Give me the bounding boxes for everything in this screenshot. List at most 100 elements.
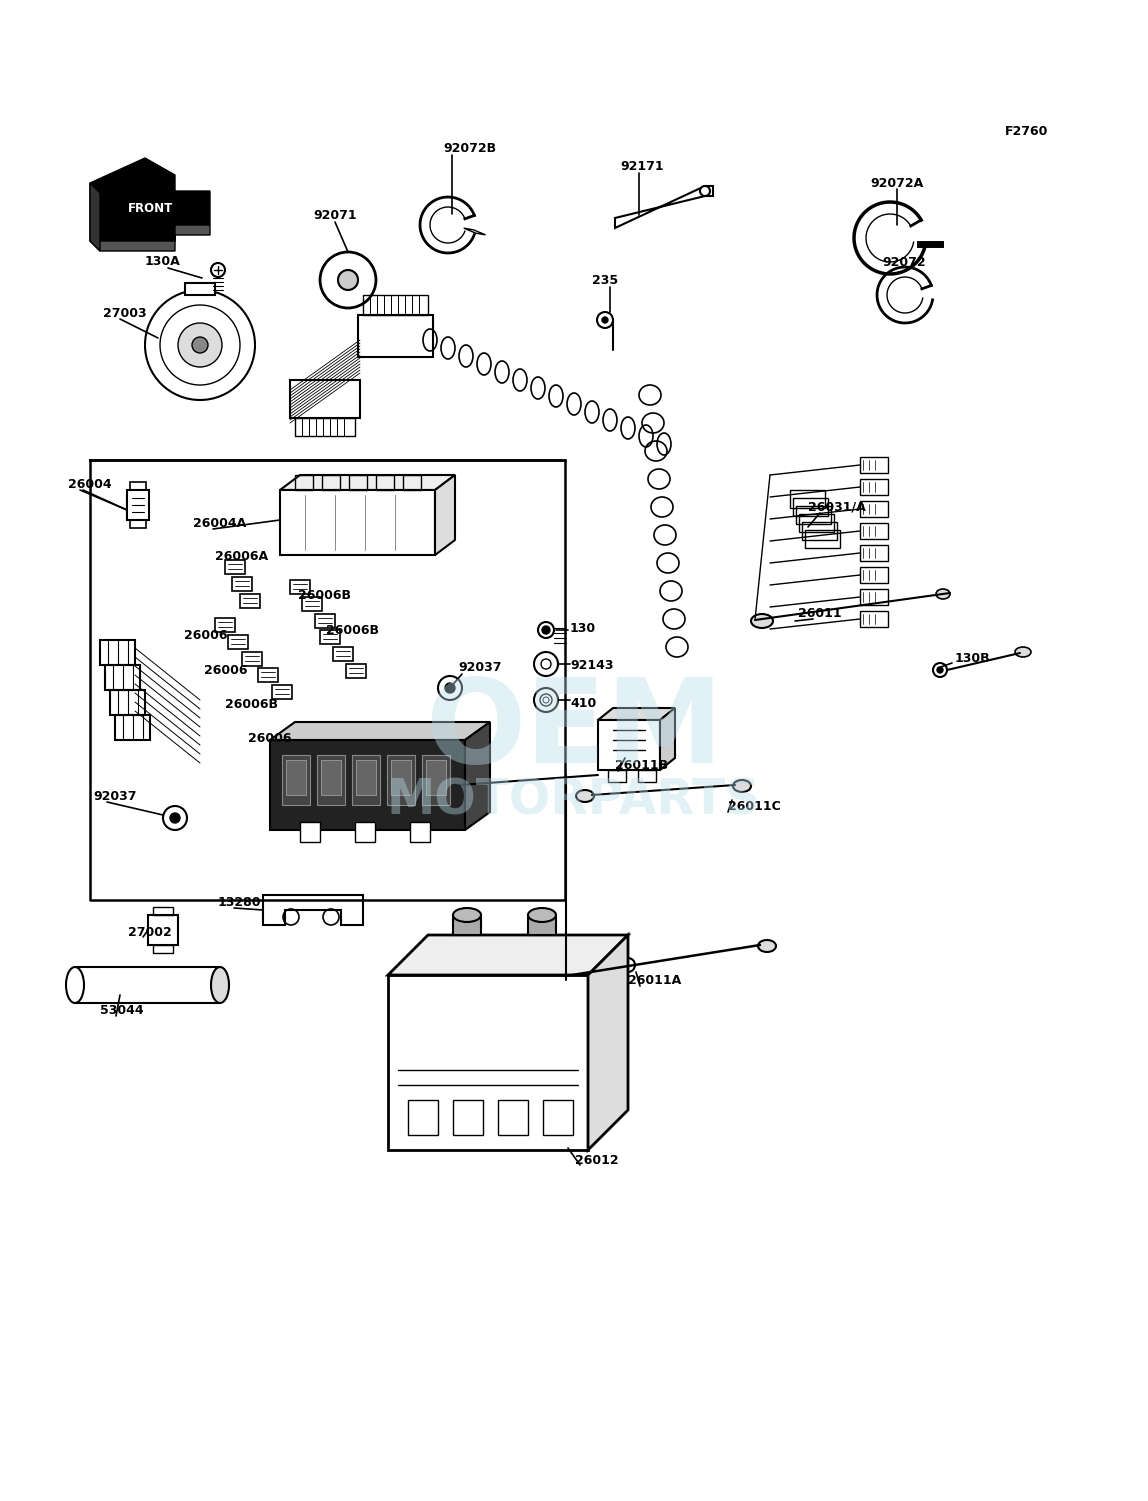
Circle shape [320,252,377,308]
Text: 92071: 92071 [313,209,357,222]
Polygon shape [465,722,490,830]
Bar [391,760,411,796]
Bar [127,489,149,519]
Ellipse shape [751,614,773,627]
Text: FRONT: FRONT [127,201,172,215]
Bar [115,714,150,740]
Bar [796,506,831,524]
Text: 27002: 27002 [127,926,172,938]
Bar [148,916,178,946]
Bar [100,639,135,665]
Text: 92072: 92072 [882,255,925,269]
Bar [320,630,340,644]
Polygon shape [90,183,100,251]
Bar [377,474,394,489]
Text: 26011C: 26011C [728,800,781,812]
Bar [130,519,146,528]
Bar [315,614,335,627]
Bar [321,760,341,796]
Bar [358,315,433,357]
Bar [352,755,380,805]
Circle shape [621,958,635,973]
Bar [422,755,450,805]
Bar [793,498,828,516]
Text: 27003: 27003 [103,306,147,320]
Ellipse shape [758,940,776,952]
Polygon shape [660,708,675,770]
Bar [860,611,889,627]
Bar [317,755,346,805]
Bar [860,522,889,539]
Text: 26004: 26004 [68,477,111,491]
Bar [290,380,360,417]
Bar [860,567,889,582]
Text: 92171: 92171 [620,159,664,173]
Bar [860,501,889,516]
Circle shape [542,626,550,633]
Bar [153,907,173,916]
Bar [860,588,889,605]
Text: 26004A: 26004A [193,516,247,530]
Text: 92143: 92143 [571,659,613,671]
Polygon shape [464,228,486,234]
Text: 92037: 92037 [458,660,502,674]
Ellipse shape [528,908,556,922]
Text: F2760: F2760 [1004,125,1048,138]
Circle shape [933,663,947,677]
Text: 26011B: 26011B [615,758,668,772]
Text: 410: 410 [571,696,596,710]
Polygon shape [588,935,628,1150]
Circle shape [178,323,222,368]
Bar [802,522,837,540]
Bar [805,530,840,548]
Circle shape [534,687,558,711]
Text: OEM: OEM [425,672,723,788]
Text: 53044: 53044 [100,1004,144,1016]
Text: 235: 235 [592,273,618,287]
Bar [498,1100,528,1135]
Ellipse shape [734,781,751,793]
Bar [453,1100,483,1135]
Circle shape [700,186,709,197]
Circle shape [597,312,613,329]
Text: 26006: 26006 [204,663,248,677]
Bar [598,720,660,770]
Bar [860,545,889,561]
Bar [790,489,825,507]
Text: 92072B: 92072B [443,141,496,155]
Bar [355,823,375,842]
Circle shape [538,621,554,638]
Bar [608,770,626,782]
Bar [453,916,481,935]
Text: 26006B: 26006B [225,698,278,710]
Bar [346,663,366,678]
Polygon shape [388,935,628,976]
Bar [280,489,435,555]
Bar [333,647,352,660]
Bar [860,479,889,495]
Bar [185,284,215,296]
Bar [290,579,310,594]
Bar [282,755,310,805]
Circle shape [192,338,208,353]
Bar [860,456,889,473]
Text: 92072A: 92072A [870,177,923,189]
Bar [543,1100,573,1135]
Bar [272,684,292,699]
Circle shape [534,651,558,675]
Polygon shape [615,186,713,228]
Circle shape [145,290,255,399]
Text: 26011A: 26011A [628,974,681,986]
Bar [153,946,173,953]
Bar [295,417,355,435]
Bar [528,916,556,935]
Polygon shape [90,225,210,251]
Ellipse shape [65,967,84,1003]
Ellipse shape [936,588,951,599]
Bar [232,576,253,591]
Ellipse shape [1015,647,1031,657]
Text: 26006B: 26006B [298,588,351,602]
Circle shape [170,814,180,823]
Bar [228,635,248,648]
Polygon shape [435,474,455,555]
